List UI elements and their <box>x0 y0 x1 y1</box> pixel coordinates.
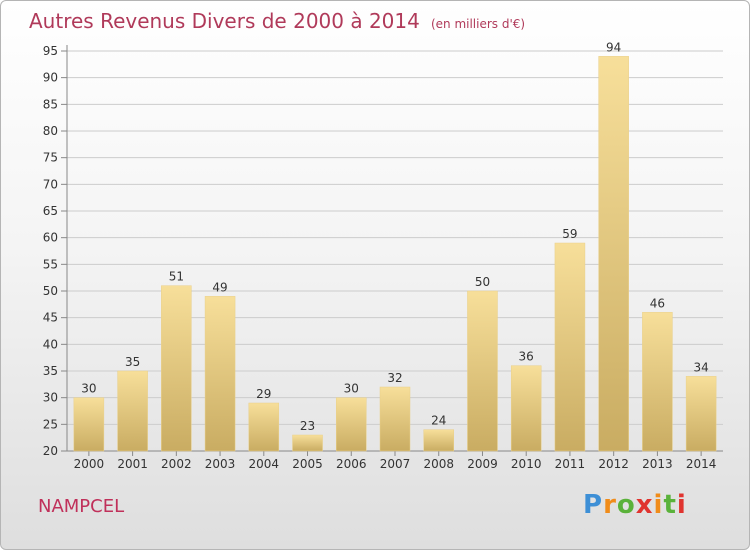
bar-2003 <box>204 296 236 452</box>
x-tick-label: 2013 <box>642 457 673 471</box>
y-tick-label: 95 <box>43 44 58 58</box>
bar-2002 <box>161 285 192 452</box>
data-label-2005: 23 <box>300 419 315 433</box>
x-tick-label: 2005 <box>292 457 323 471</box>
data-label-2010: 36 <box>519 350 534 364</box>
data-label-2008: 24 <box>431 414 446 428</box>
data-label-2004: 29 <box>256 387 271 401</box>
bar-2011 <box>554 242 586 452</box>
bar-2009 <box>467 290 498 452</box>
x-tick-label: 2010 <box>511 457 542 471</box>
y-tick-label: 50 <box>43 284 58 298</box>
y-tick-label: 30 <box>43 391 58 405</box>
x-tick-label: 2007 <box>380 457 411 471</box>
y-tick-label: 45 <box>43 311 58 325</box>
y-tick-label: 70 <box>43 177 58 191</box>
data-label-2007: 32 <box>387 371 402 385</box>
y-tick-label: 90 <box>43 71 58 85</box>
x-tick-label: 2002 <box>161 457 192 471</box>
proxiti-logo[interactable]: Proxiti <box>583 490 687 520</box>
data-label-2003: 49 <box>212 280 227 294</box>
x-tick-label: 2012 <box>598 457 629 471</box>
chart-unit: (en milliers d'€) <box>430 17 526 31</box>
bar-2004 <box>248 402 280 452</box>
x-tick-label: 2000 <box>74 457 105 471</box>
bar-2000 <box>73 397 105 452</box>
x-tick-label: 2009 <box>467 457 498 471</box>
bar-2007 <box>379 386 411 452</box>
y-tick-label: 25 <box>43 417 58 431</box>
data-label-2013: 46 <box>650 296 665 310</box>
bar-2006 <box>336 397 367 452</box>
y-tick-label: 35 <box>43 364 58 378</box>
y-tick-label: 40 <box>43 337 58 351</box>
y-tick-label: 85 <box>43 97 58 111</box>
y-tick-label: 55 <box>43 257 58 271</box>
data-label-2001: 35 <box>125 355 140 369</box>
bar-2005 <box>292 434 323 452</box>
x-tick-label: 2004 <box>249 457 280 471</box>
bar-2013 <box>642 312 673 452</box>
x-tick-label: 2003 <box>205 457 236 471</box>
bars <box>73 56 717 452</box>
data-label-2006: 30 <box>344 382 359 396</box>
chart-title: Autres Revenus Divers de 2000 à 2014 <box>29 9 420 33</box>
data-label-2009: 50 <box>475 275 490 289</box>
y-tick-label: 75 <box>43 151 58 165</box>
y-tick-label: 65 <box>43 204 58 218</box>
bar-2010 <box>510 365 542 452</box>
x-tick-label: 2011 <box>555 457 586 471</box>
x-tick-label: 2008 <box>423 457 454 471</box>
data-label-2002: 51 <box>169 270 184 284</box>
bar-2014 <box>685 376 717 452</box>
title-row: Autres Revenus Divers de 2000 à 2014 (en… <box>29 9 525 33</box>
y-tick-label: 20 <box>43 444 58 458</box>
data-label-2011: 59 <box>562 227 577 241</box>
labels: 20 25 30 35 40 45 50 55 60 65 70 75 80 85 90 95 30 2000 35… <box>43 40 717 471</box>
city-name: NAMPCEL <box>38 496 125 517</box>
x-tick-label: 2014 <box>686 457 717 471</box>
data-label-2000: 30 <box>81 382 96 396</box>
y-tick-label: 60 <box>43 231 58 245</box>
bar-2001 <box>117 370 148 452</box>
bar-2012 <box>598 56 629 452</box>
bar-2008 <box>423 429 454 452</box>
x-tick-label: 2006 <box>336 457 367 471</box>
x-tick-label: 2001 <box>117 457 148 471</box>
y-tick-label: 80 <box>43 124 58 138</box>
data-label-2014: 34 <box>693 360 708 374</box>
data-label-2012: 94 <box>606 40 621 54</box>
